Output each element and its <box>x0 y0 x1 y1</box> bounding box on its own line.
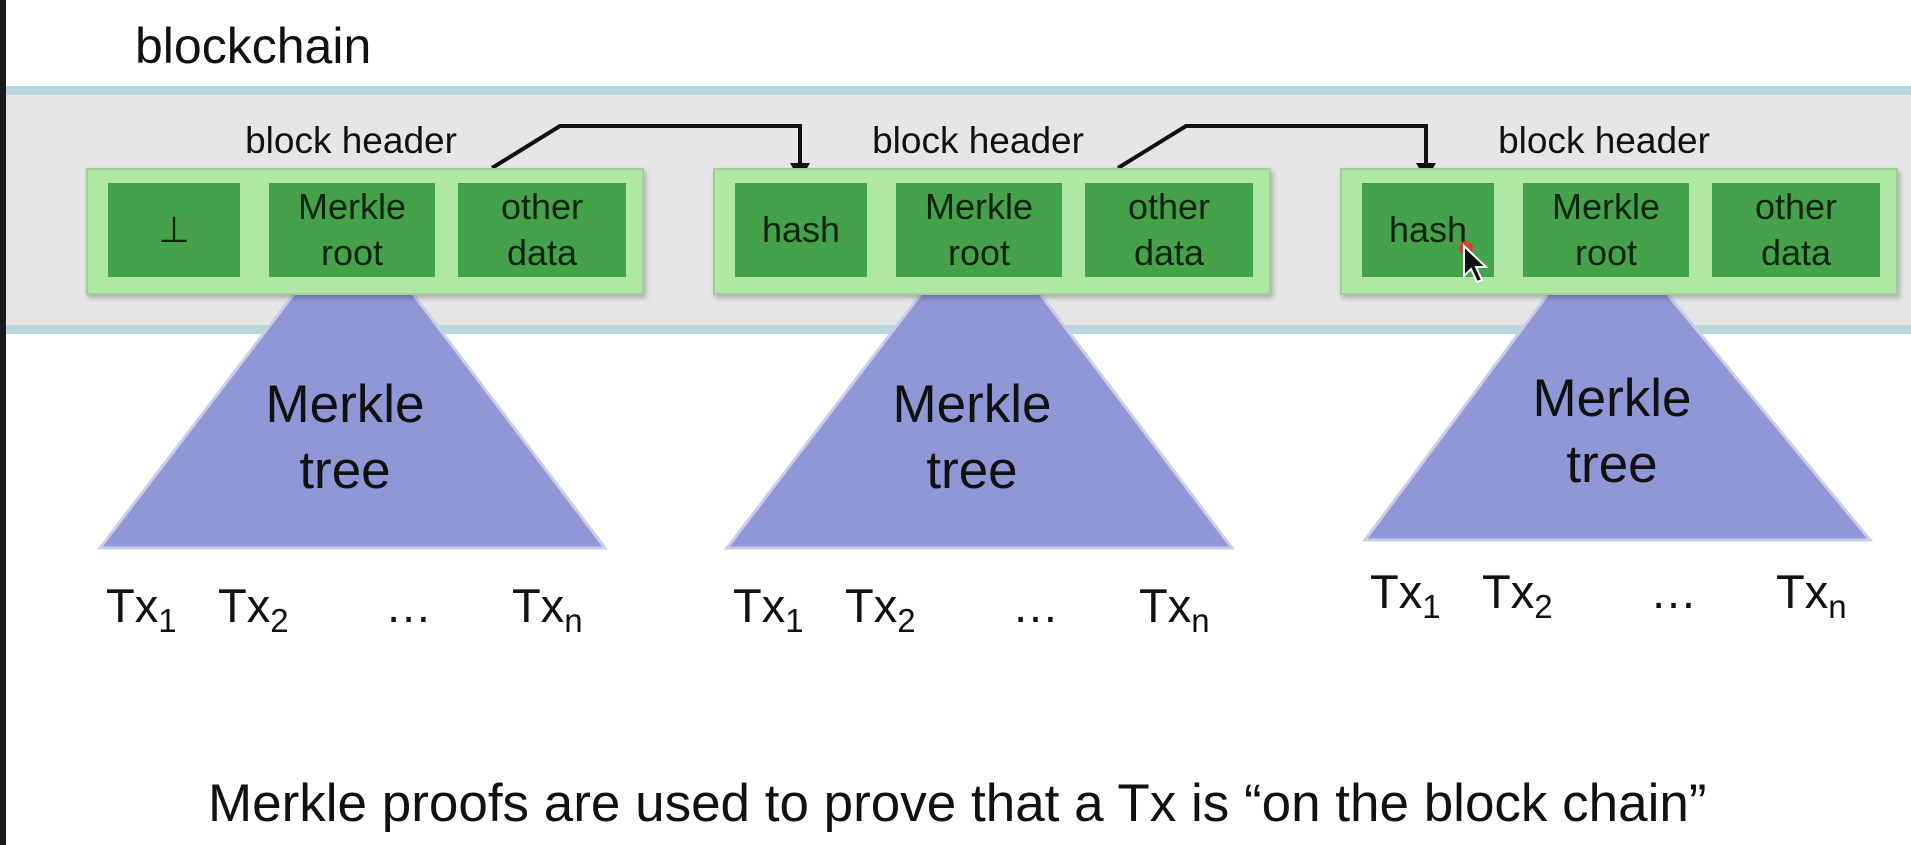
tx-2-block-3: Tx2 <box>1482 564 1553 623</box>
tx-base: Tx <box>733 579 786 632</box>
tx-n-block-1: Txn <box>512 578 583 637</box>
prev-hash-cell: hash <box>735 183 867 277</box>
ellipsis-block-2: … <box>1012 579 1059 632</box>
block-header-1: ⊥ Merkle root other data <box>86 168 644 295</box>
block-header-label-3: block header <box>1498 120 1710 161</box>
tx-sub: n <box>564 602 583 639</box>
other-data-cell: other data <box>1712 183 1880 277</box>
tx-sub: 2 <box>897 602 916 639</box>
merkle-root-cell: Merkle root <box>269 183 435 277</box>
left-edge <box>0 0 6 845</box>
tx-n-block-2: Txn <box>1139 578 1210 637</box>
tx-base: Tx <box>106 579 159 632</box>
other-data-cell: other data <box>458 183 626 277</box>
mouse-pointer-icon <box>1459 241 1489 284</box>
merkle-tree-label-3: Merkle tree <box>1532 369 1692 494</box>
ellipsis-block-1: … <box>385 579 432 632</box>
ellipsis-block-3: … <box>1650 565 1697 618</box>
genesis-null-cell: ⊥ <box>108 183 240 277</box>
tx-sub: n <box>1191 602 1210 639</box>
block-header-label-1: block header <box>245 120 457 161</box>
block-header-3: hash Merkle root other data <box>1340 168 1898 295</box>
merkle-root-text: Merkle root <box>924 186 1034 273</box>
tx-sub: n <box>1828 588 1847 625</box>
other-data-text: other data <box>500 186 584 273</box>
block-header-2: hash Merkle root other data <box>713 168 1271 295</box>
tx-sub: 1 <box>158 602 177 639</box>
merkle-root-text: Merkle root <box>1551 186 1661 273</box>
diagram-title: blockchain <box>135 18 372 74</box>
tx-base: Tx <box>1482 565 1535 618</box>
tx-base: Tx <box>512 579 565 632</box>
other-data-text: other data <box>1754 186 1838 273</box>
tx-n-block-3: Txn <box>1776 564 1847 623</box>
block-header-label-2: block header <box>872 120 1084 161</box>
tx-sub: 2 <box>1534 588 1553 625</box>
hash-pointer-arrow-1 <box>490 124 802 170</box>
tx-base: Tx <box>845 579 898 632</box>
tx-base: Tx <box>218 579 271 632</box>
merkle-root-cell: Merkle root <box>896 183 1062 277</box>
tx-sub: 2 <box>270 602 289 639</box>
other-data-cell: other data <box>1085 183 1253 277</box>
hash-pointer-arrow-2 <box>1116 124 1428 170</box>
merkle-tree-label-2: Merkle tree <box>892 375 1052 500</box>
tx-2-block-2: Tx2 <box>845 578 916 637</box>
other-data-text: other data <box>1127 186 1211 273</box>
tx-base: Tx <box>1139 579 1192 632</box>
tx-1-block-3: Tx1 <box>1370 564 1441 623</box>
tx-base: Tx <box>1776 565 1829 618</box>
prev-hash-cell: hash <box>1362 183 1494 277</box>
tx-1-block-2: Tx1 <box>733 578 804 637</box>
tx-2-block-1: Tx2 <box>218 578 289 637</box>
tx-sub: 1 <box>785 602 804 639</box>
merkle-root-text: Merkle root <box>297 186 407 273</box>
merkle-tree-label-1: Merkle tree <box>265 375 425 500</box>
tx-sub: 1 <box>1422 588 1441 625</box>
merkle-root-cell: Merkle root <box>1523 183 1689 277</box>
tx-1-block-1: Tx1 <box>106 578 177 637</box>
tx-base: Tx <box>1370 565 1423 618</box>
caption: Merkle proofs are used to prove that a T… <box>208 774 1707 833</box>
